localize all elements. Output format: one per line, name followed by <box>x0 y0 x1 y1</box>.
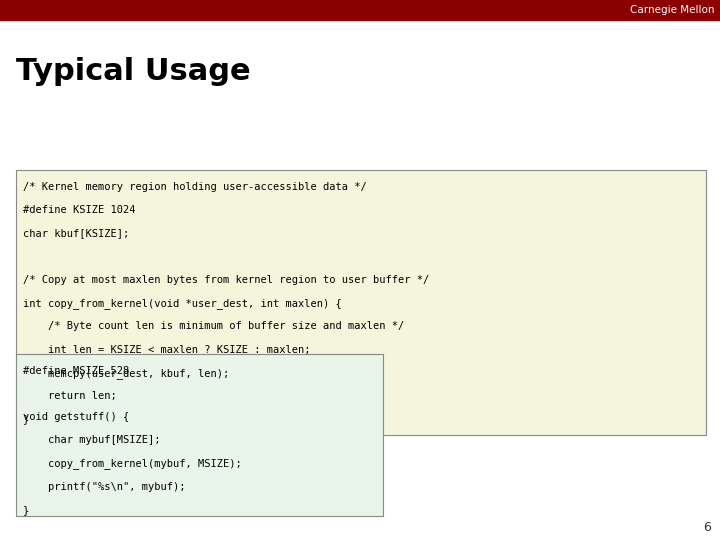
Bar <box>16 170 706 435</box>
Text: char mybuf[MSIZE];: char mybuf[MSIZE]; <box>23 435 161 445</box>
Text: memcpy(user_dest, kbuf, len);: memcpy(user_dest, kbuf, len); <box>23 368 229 379</box>
Text: char kbuf[KSIZE];: char kbuf[KSIZE]; <box>23 228 130 239</box>
Bar <box>16 354 383 516</box>
Text: /* Copy at most maxlen bytes from kernel region to user buffer */: /* Copy at most maxlen bytes from kernel… <box>23 275 429 285</box>
Text: /* Byte count len is minimum of buffer size and maxlen */: /* Byte count len is minimum of buffer s… <box>23 321 405 332</box>
Text: printf("%s\n", mybuf);: printf("%s\n", mybuf); <box>23 482 186 492</box>
Text: #define MSIZE 528: #define MSIZE 528 <box>23 366 130 376</box>
Text: Carnegie Mellon: Carnegie Mellon <box>630 5 714 15</box>
Text: }: } <box>23 505 30 515</box>
Text: 6: 6 <box>703 521 711 534</box>
Text: Typical Usage: Typical Usage <box>16 57 251 86</box>
Text: int len = KSIZE < maxlen ? KSIZE : maxlen;: int len = KSIZE < maxlen ? KSIZE : maxle… <box>23 345 310 355</box>
Text: #define KSIZE 1024: #define KSIZE 1024 <box>23 205 135 215</box>
Text: int copy_from_kernel(void *user_dest, int maxlen) {: int copy_from_kernel(void *user_dest, in… <box>23 298 342 309</box>
Text: }: } <box>23 414 30 424</box>
Text: copy_from_kernel(mybuf, MSIZE);: copy_from_kernel(mybuf, MSIZE); <box>23 458 242 469</box>
Bar <box>0 0 720 20</box>
Text: void getstuff() {: void getstuff() { <box>23 412 130 422</box>
Text: return len;: return len; <box>23 391 117 401</box>
Text: /* Kernel memory region holding user-accessible data */: /* Kernel memory region holding user-acc… <box>23 182 366 192</box>
